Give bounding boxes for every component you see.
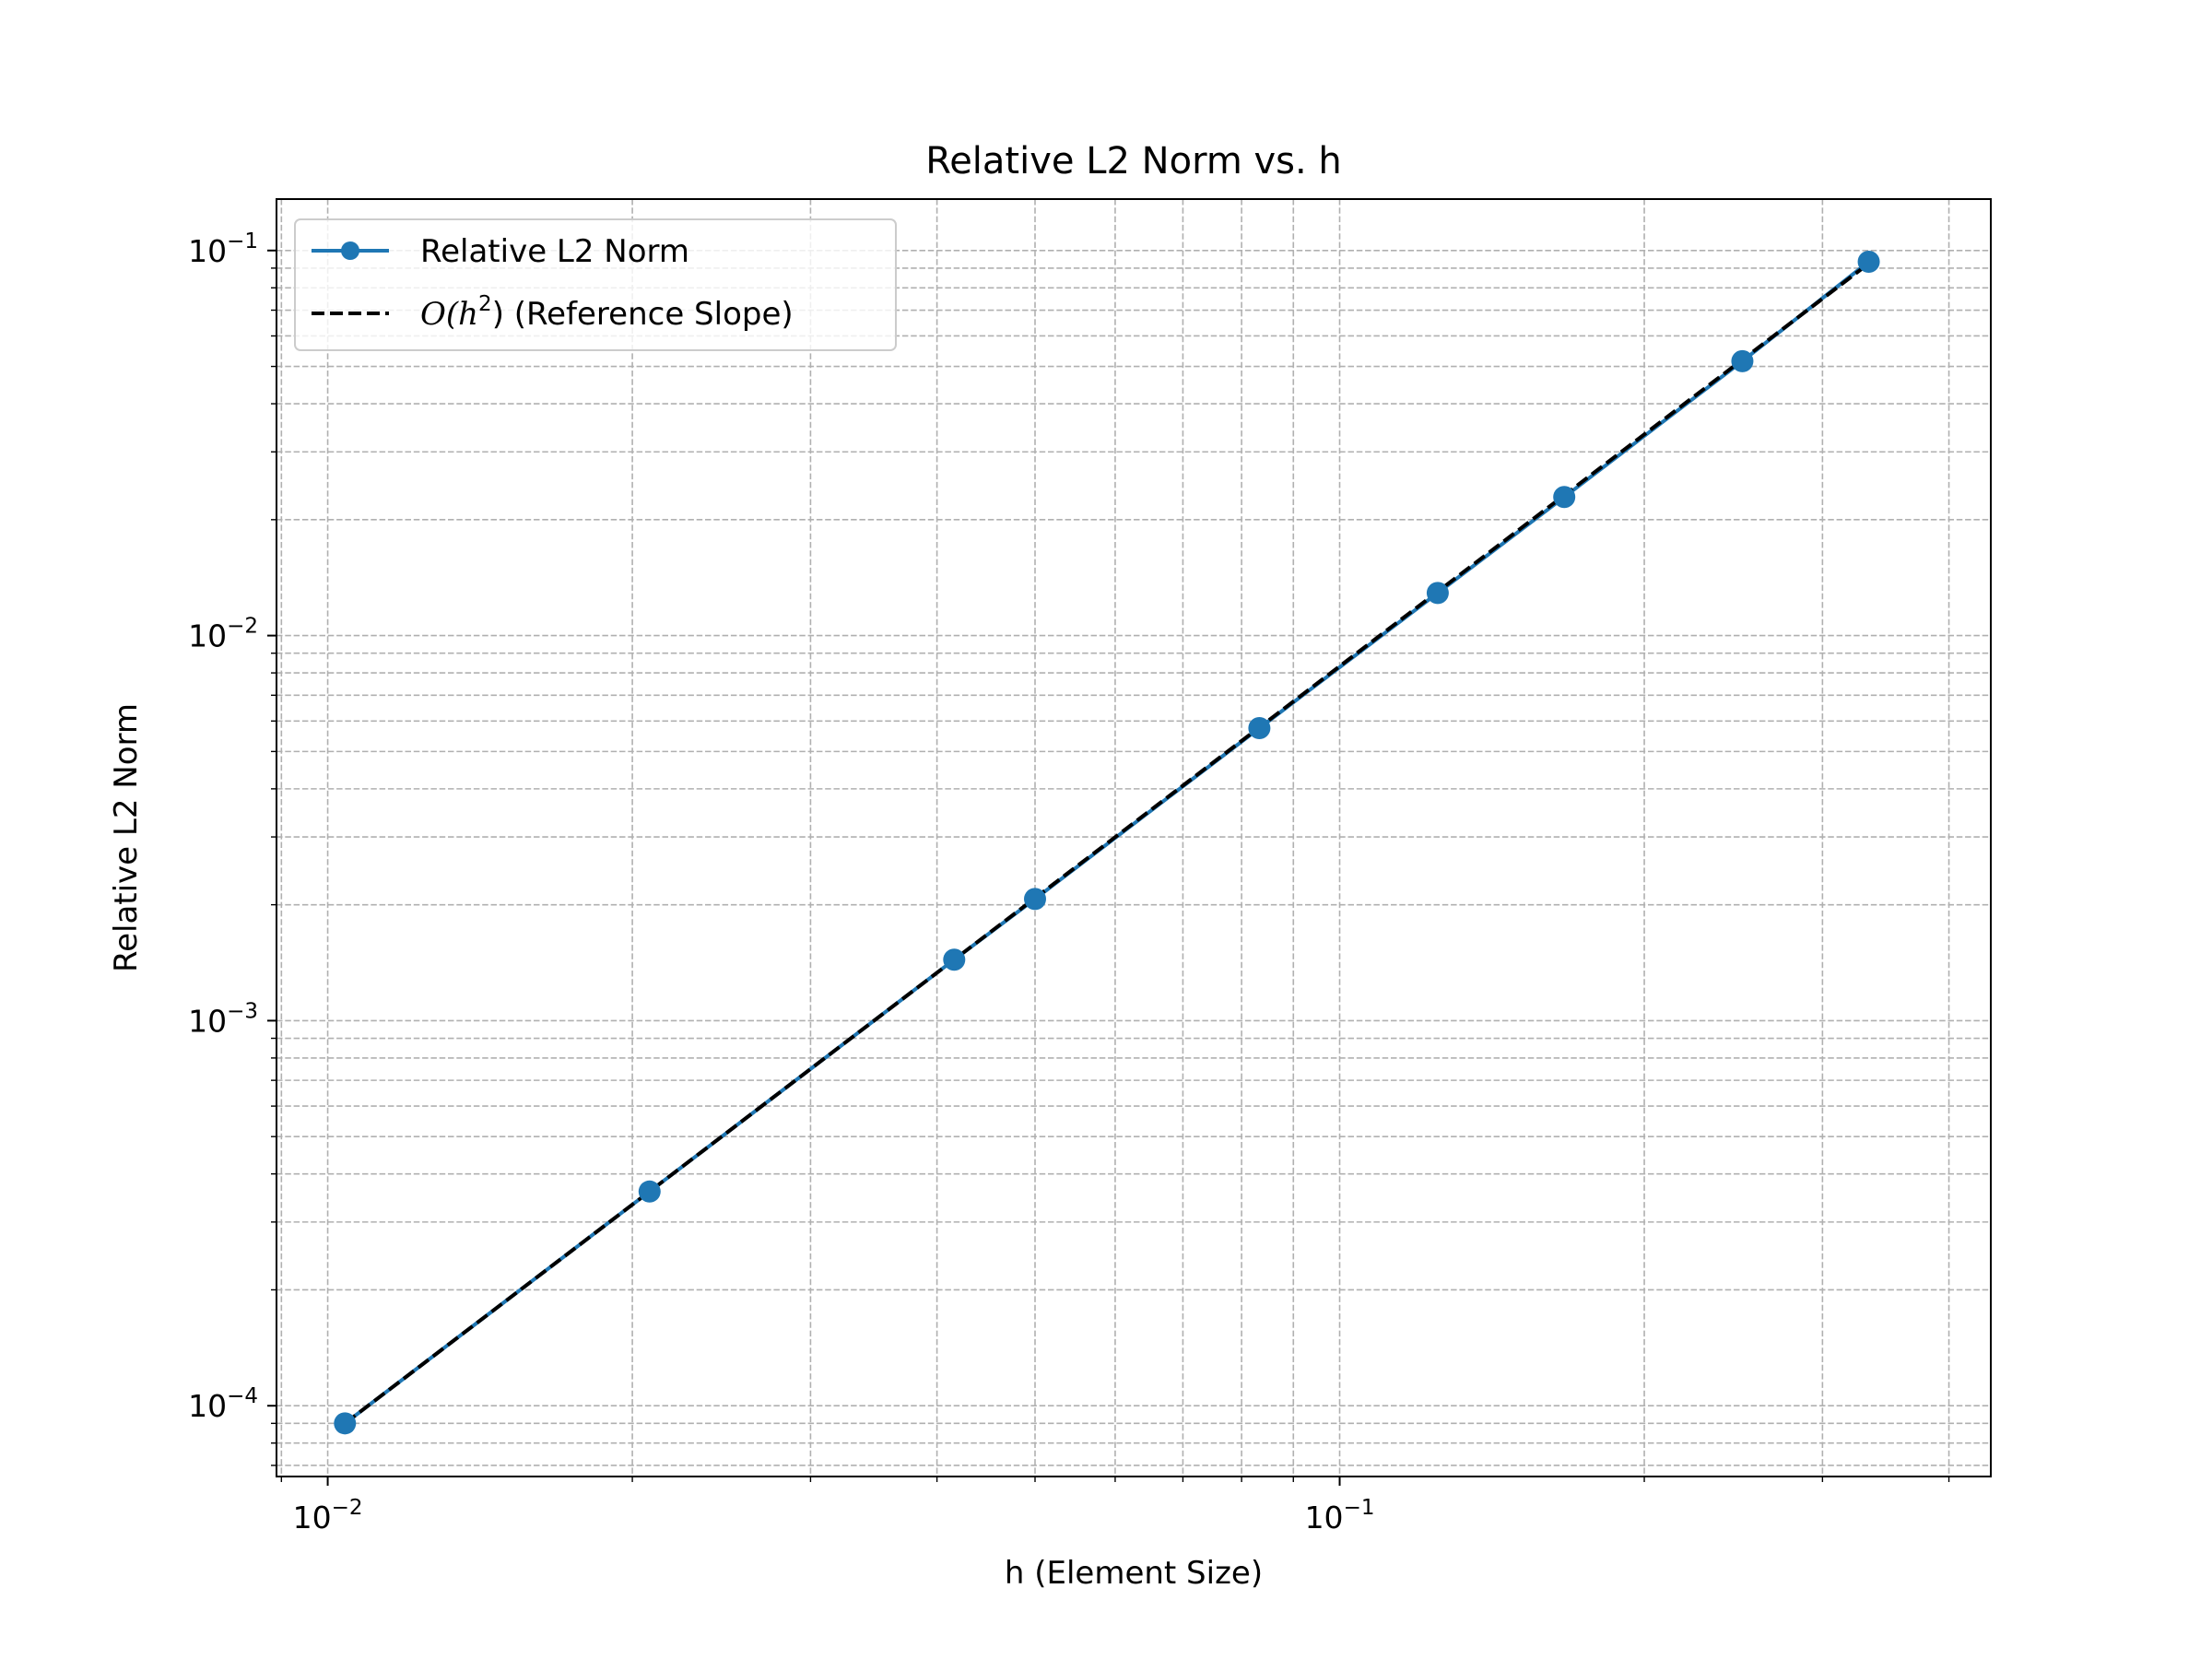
y-tick-exponent: −4 <box>227 1384 258 1408</box>
y-tick-label: 10−3 <box>188 999 258 1039</box>
data-point <box>1553 486 1576 509</box>
legend-ref-h: (h <box>446 296 478 333</box>
legend-label-l2-norm: Relative L2 Norm <box>420 233 689 270</box>
y-tick-exponent: −1 <box>227 229 258 253</box>
data-point <box>1731 349 1754 372</box>
plot-area <box>276 198 1992 1477</box>
grid-lines <box>276 199 1991 1477</box>
y-axis-label: Relative L2 Norm <box>108 703 145 972</box>
data-point <box>943 948 966 971</box>
x-tick-base: 10 <box>1305 1500 1344 1535</box>
legend-label-reference: O(h2) (Reference Slope) <box>420 292 794 333</box>
legend-ref-suffix: ) (Reference Slope) <box>492 296 794 333</box>
series-layer <box>334 250 1880 1435</box>
legend: Relative L2 Norm O(h2) (Reference Slope) <box>294 218 897 351</box>
x-tick-label: 10−1 <box>1305 1496 1375 1535</box>
tick-labels: 10−2 10−110−410−310−210−1 <box>188 229 1374 1535</box>
y-tick-exponent: −2 <box>227 615 258 639</box>
y-tick-base: 10 <box>188 1388 227 1424</box>
data-point <box>1426 582 1449 605</box>
x-tick-base: 10 <box>293 1500 332 1535</box>
y-tick-label: 10−2 <box>188 615 258 654</box>
x-tick-exponent: −2 <box>332 1496 363 1520</box>
data-point <box>1024 888 1047 911</box>
y-tick-base: 10 <box>188 1003 227 1039</box>
legend-frame <box>294 218 897 351</box>
y-tick-label: 10−1 <box>188 229 258 269</box>
x-axis-label: h (Element Size) <box>1005 1555 1263 1592</box>
y-tick-base: 10 <box>188 233 227 269</box>
legend-ref-o: O <box>420 296 446 333</box>
tick-marks <box>267 249 1950 1486</box>
x-tick-label: 10−2 <box>293 1496 363 1535</box>
data-point <box>1248 717 1271 740</box>
y-tick-base: 10 <box>188 618 227 654</box>
legend-ref-exponent: 2 <box>478 292 492 316</box>
chart-title: Relative L2 Norm vs. h <box>925 140 1342 182</box>
series-reference-line <box>344 262 1870 1425</box>
data-point <box>1857 250 1880 273</box>
y-tick-exponent: −3 <box>227 999 258 1023</box>
y-tick-label: 10−4 <box>188 1384 258 1424</box>
legend-marker-l2-norm <box>341 241 359 260</box>
data-point <box>638 1180 661 1203</box>
x-tick-exponent: −1 <box>1344 1496 1375 1520</box>
data-point <box>334 1412 357 1435</box>
